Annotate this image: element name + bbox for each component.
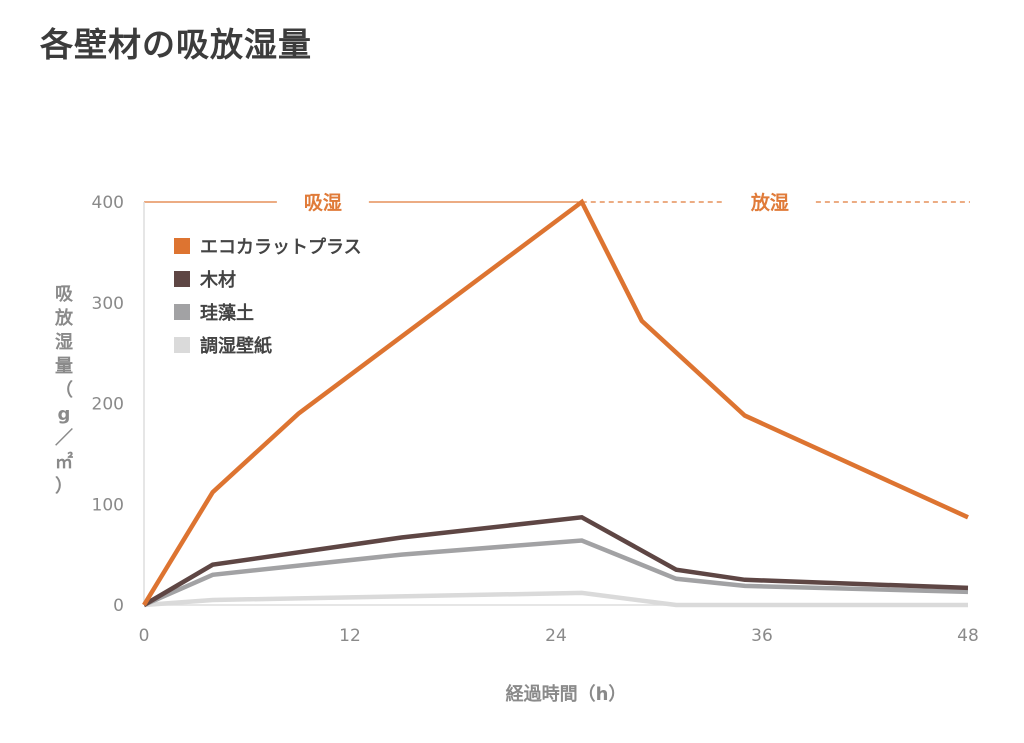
legend-swatch xyxy=(174,238,190,254)
y-tick-label: 300 xyxy=(92,294,124,314)
series-line xyxy=(142,514,969,607)
axes: 0 100 200 300 400 0 12 24 36 48 xyxy=(92,193,979,646)
x-tick-label: 36 xyxy=(751,626,773,646)
y-tick-label: 0 xyxy=(113,596,124,616)
phase-label: 放湿 xyxy=(750,191,789,214)
phase-indicators: 吸湿 放湿 xyxy=(144,191,970,214)
legend-label: 珪藻土 xyxy=(200,302,254,324)
legend-swatch xyxy=(174,337,190,353)
legend-swatch xyxy=(174,304,190,320)
phase-label: 吸湿 xyxy=(304,192,342,214)
legend-label: 木材 xyxy=(199,269,236,291)
x-tick-label: 12 xyxy=(339,626,361,646)
y-tick-label: 200 xyxy=(92,395,124,415)
y-tick-label: 400 xyxy=(92,193,124,213)
legend-swatch xyxy=(174,271,190,287)
series-line xyxy=(143,538,969,608)
page-title: 各壁材の吸放湿量 xyxy=(40,25,312,64)
legend-label: 調湿壁紙 xyxy=(200,335,272,357)
x-tick-label: 24 xyxy=(545,626,567,646)
x-tick-label: 0 xyxy=(139,626,150,646)
series-lines xyxy=(142,198,969,608)
series-line xyxy=(143,590,968,608)
legend-label: エコカラットプラス xyxy=(200,236,362,258)
y-tick-label: 100 xyxy=(92,495,124,515)
x-tick-label: 48 xyxy=(957,626,979,646)
axis-titles: 経過時間（h） 吸放湿量（ g ／㎡） xyxy=(54,284,626,705)
x-axis-title: 経過時間（h） xyxy=(506,683,627,705)
y-axis-title: 吸放湿量（ g ／㎡） xyxy=(54,284,74,497)
series-line xyxy=(142,198,969,607)
